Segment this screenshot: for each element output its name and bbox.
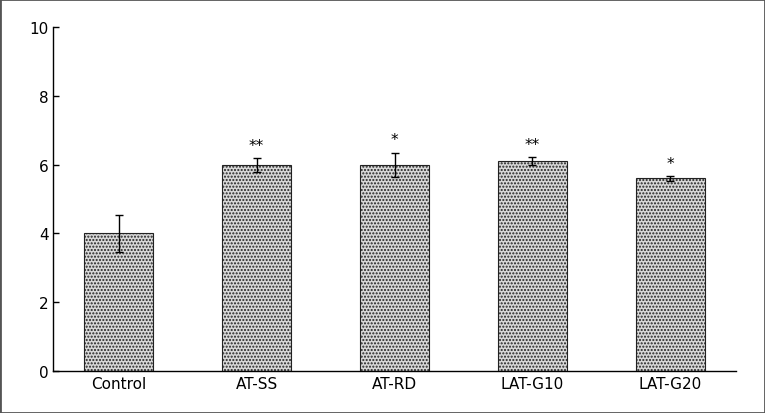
Text: **: ** [249, 138, 264, 153]
Bar [222, 165, 291, 371]
Text: *: * [391, 133, 399, 148]
Text: *: * [666, 156, 674, 171]
Bar [84, 234, 153, 371]
Bar [498, 162, 567, 371]
Bar [360, 165, 429, 371]
Text: **: ** [525, 138, 540, 152]
Bar [636, 179, 705, 371]
